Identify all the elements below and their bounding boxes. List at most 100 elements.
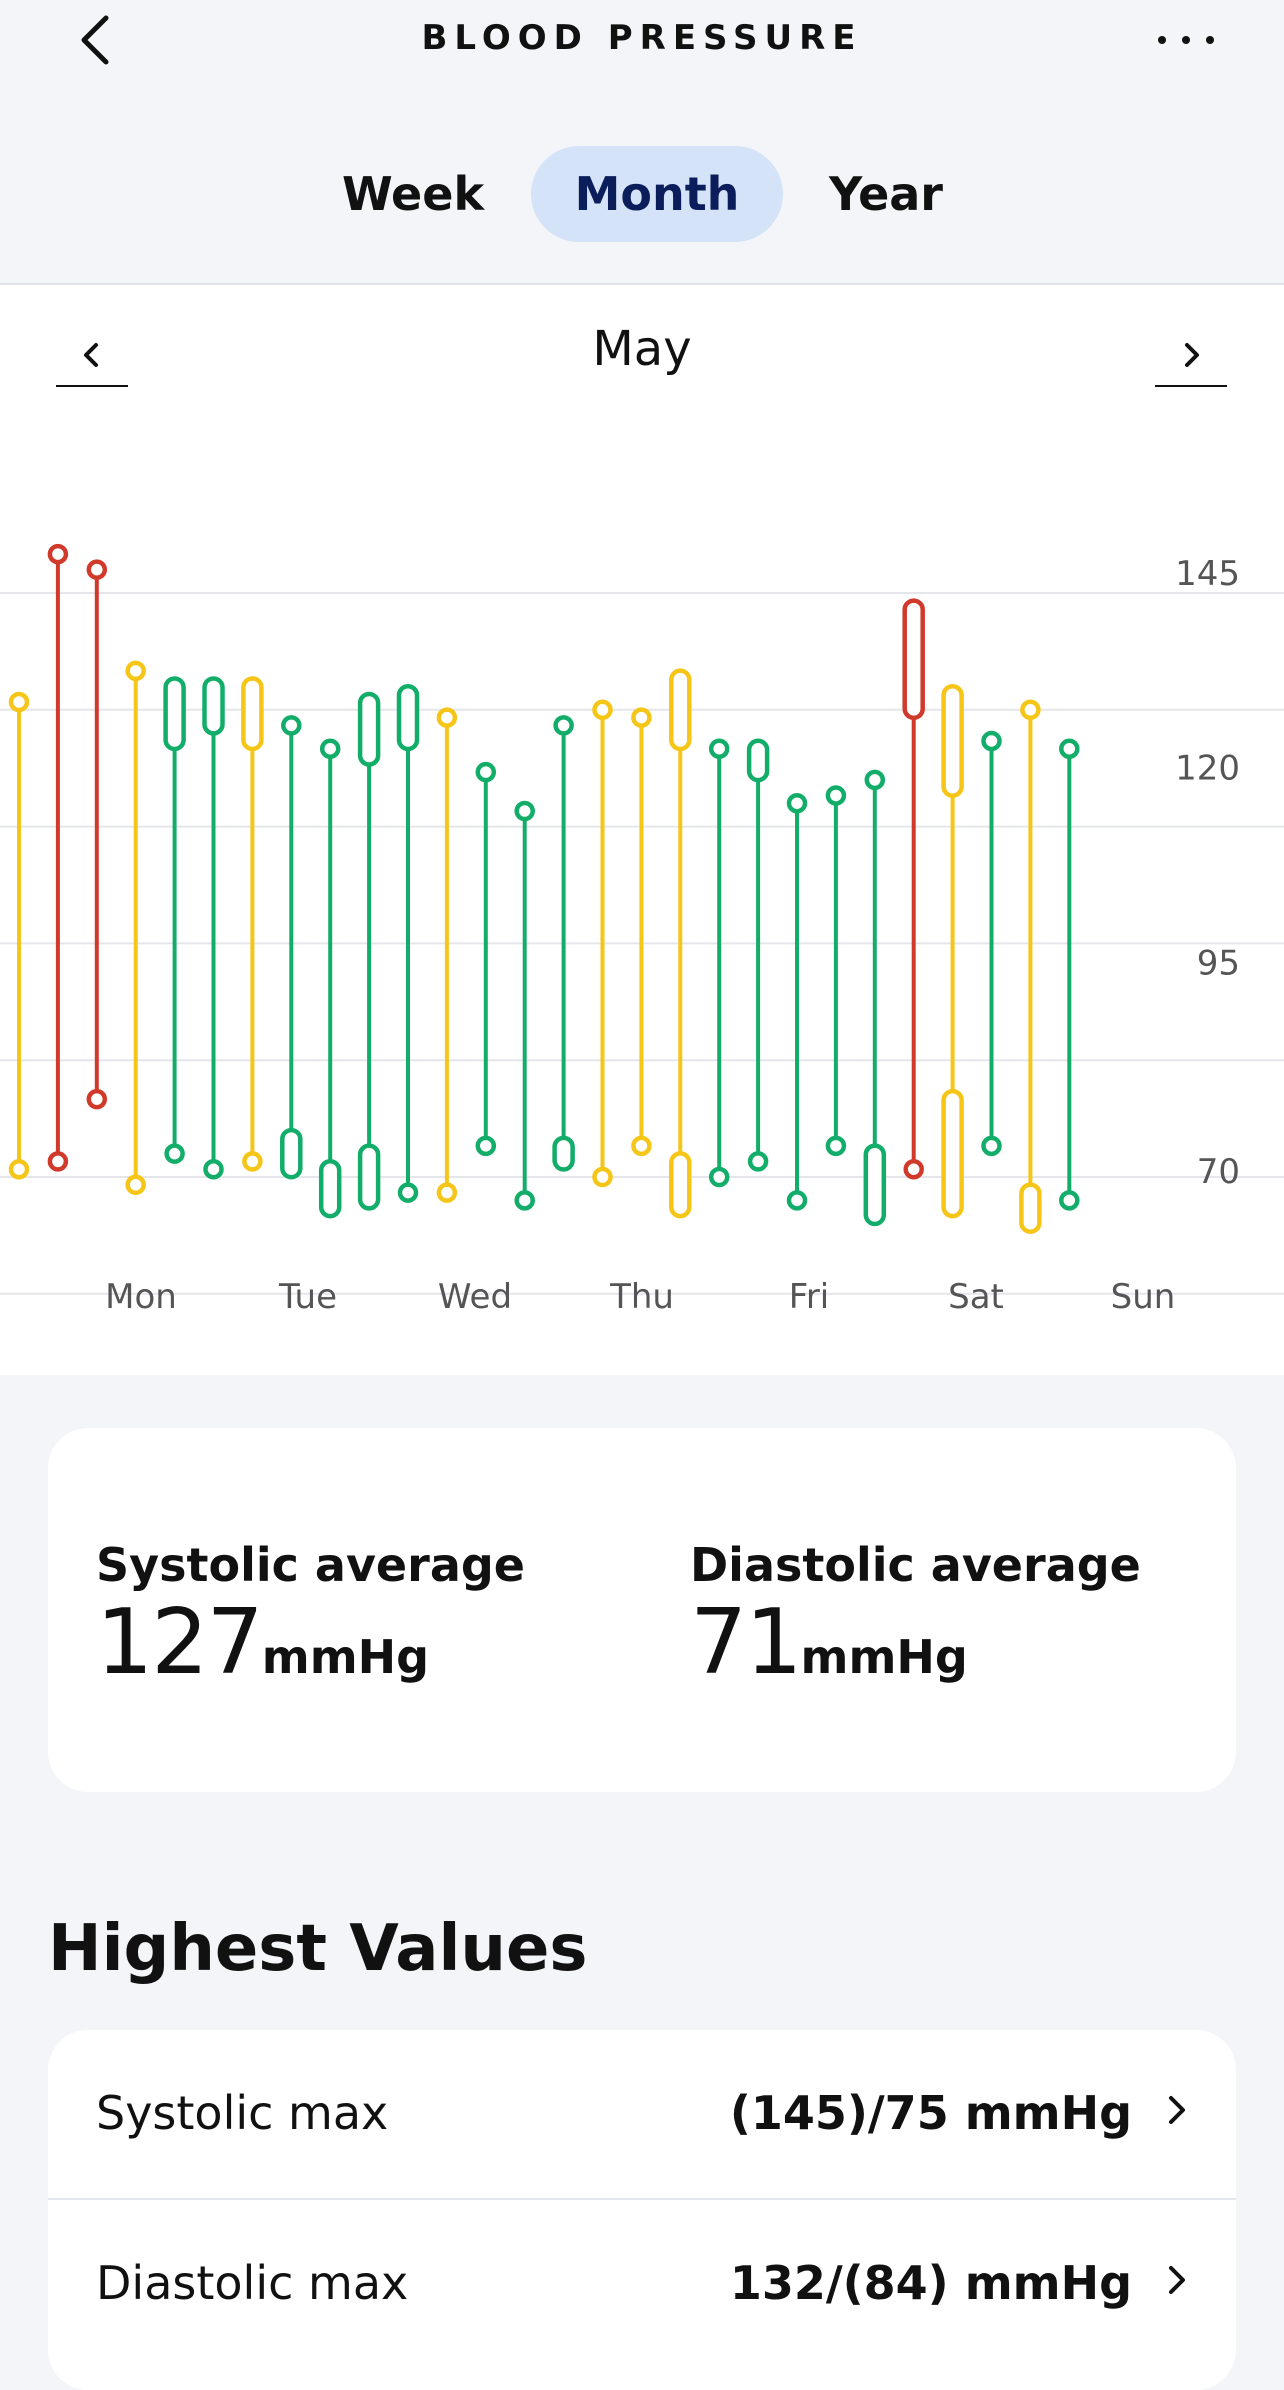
y-tick-label: 120 [1175, 749, 1240, 789]
reading-bar [941, 683, 964, 1219]
top-bar: BLOOD PRESSURE [0, 0, 1284, 80]
reading-cap [825, 1135, 847, 1157]
period-tabs: Week Month Year [0, 146, 1284, 244]
reading-bar [1019, 699, 1042, 1234]
reading-bar [396, 683, 420, 1203]
reading-cap [941, 1088, 964, 1219]
reading-cap [241, 676, 264, 752]
reading-cap [47, 1151, 69, 1172]
reading-cap [669, 1151, 692, 1219]
reading-cap [86, 1088, 108, 1110]
reading-cap [396, 683, 420, 752]
reading-cap [708, 738, 730, 759]
reading-cap [357, 1143, 381, 1211]
reading-bar [47, 543, 69, 1172]
systolic-average: Systolic average 127mmHg [96, 1538, 525, 1695]
reading-cap [125, 1174, 146, 1196]
reading-cap [1019, 1182, 1042, 1234]
previous-month-button[interactable] [56, 325, 128, 387]
next-month-button[interactable] [1155, 325, 1227, 387]
x-axis-label: Wed [438, 1277, 512, 1317]
reading-cap [631, 1135, 652, 1157]
reading-cap [747, 1151, 769, 1172]
reading-bar [825, 785, 847, 1157]
reading-cap [8, 691, 30, 713]
reading-cap [357, 691, 381, 767]
diastolic-average-unit: mmHg [800, 1630, 968, 1684]
month-label: May [592, 321, 692, 377]
reading-cap [825, 785, 847, 806]
diastolic-max-row[interactable]: Diastolic max 132/(84) mmHg [48, 2200, 1236, 2366]
reading-bar [902, 598, 925, 1180]
divider [48, 2198, 1236, 2200]
blood-pressure-chart: 145 120 95 70 Mon Tue Wed Thu Fri Sat Sun [0, 543, 1284, 1317]
y-tick-label: 95 [1197, 943, 1240, 983]
diastolic-max-value: 132/(84) mmHg [729, 2256, 1132, 2310]
page-title: BLOOD PRESSURE [421, 18, 863, 58]
reading-cap [941, 683, 964, 798]
systolic-average-unit: mmHg [261, 1630, 430, 1684]
reading-cap [708, 1166, 730, 1188]
chevron-left-icon [84, 343, 98, 367]
back-button[interactable] [72, 10, 128, 70]
reading-cap [281, 715, 302, 736]
diastolic-max-label: Diastolic max [96, 2256, 409, 2310]
systolic-max-label: Systolic max [96, 2086, 389, 2140]
reading-cap [47, 543, 69, 565]
reading-cap [164, 1143, 185, 1164]
reading-bar [786, 792, 808, 1211]
x-axis-label: Tue [278, 1277, 337, 1317]
reading-bar [241, 676, 264, 1172]
tab-month[interactable]: Month [531, 146, 783, 242]
tab-year[interactable]: Year [828, 167, 943, 221]
y-tick-label: 145 [1175, 554, 1240, 594]
chart-card: May 145 120 95 70 Mon Tue Wed Thu Fri Sat Sun [0, 285, 1284, 1375]
reading-cap [1020, 699, 1041, 721]
reading-bar [552, 715, 575, 1172]
reading-cap [981, 730, 1002, 752]
reading-cap [163, 676, 186, 752]
reading-cap [552, 1135, 575, 1172]
reading-cap [981, 1135, 1002, 1157]
chevron-right-icon [1169, 2266, 1185, 2294]
reading-bar [708, 738, 730, 1188]
reading-bar [318, 738, 342, 1219]
reading-cap [786, 1190, 808, 1211]
x-axis-label: Mon [105, 1277, 177, 1317]
systolic-average-value: 127 [96, 1590, 264, 1695]
reading-bar [1059, 738, 1080, 1211]
reading-cap [863, 1143, 887, 1227]
tab-week[interactable]: Week [341, 167, 485, 221]
reading-bar [592, 699, 613, 1188]
reading-cap [86, 559, 108, 580]
reading-cap [631, 707, 652, 728]
reading-bar [746, 738, 770, 1172]
x-axis-label: Sun [1111, 1277, 1176, 1317]
reading-cap [475, 1135, 497, 1157]
chevron-right-icon [1185, 343, 1199, 367]
section-title-highest-values: Highest Values [48, 1912, 588, 1986]
reading-cap [592, 1166, 613, 1188]
reading-bar [357, 691, 381, 1211]
reading-cap [475, 761, 497, 783]
reading-cap [553, 715, 574, 736]
systolic-max-row[interactable]: Systolic max (145)/75 mmHg [48, 2030, 1236, 2196]
reading-cap [202, 676, 225, 736]
reading-bar [475, 761, 497, 1157]
reading-bar [125, 660, 146, 1196]
reading-bar [280, 715, 303, 1180]
reading-bar [631, 707, 652, 1157]
systolic-average-label: Systolic average [96, 1538, 525, 1592]
y-tick-label: 70 [1197, 1152, 1240, 1192]
reading-cap [318, 1158, 342, 1219]
reading-cap [1059, 1190, 1080, 1211]
reading-cap [746, 738, 770, 783]
reading-bar [863, 769, 887, 1227]
reading-cap [436, 707, 458, 728]
reading-cap [8, 1158, 30, 1180]
reading-cap [1059, 738, 1080, 759]
reading-bar [202, 676, 225, 1180]
averages-card: Systolic average 127mmHg Diastolic avera… [48, 1428, 1236, 1792]
chevron-right-icon [1169, 2096, 1185, 2124]
more-options-button[interactable] [1154, 20, 1224, 60]
